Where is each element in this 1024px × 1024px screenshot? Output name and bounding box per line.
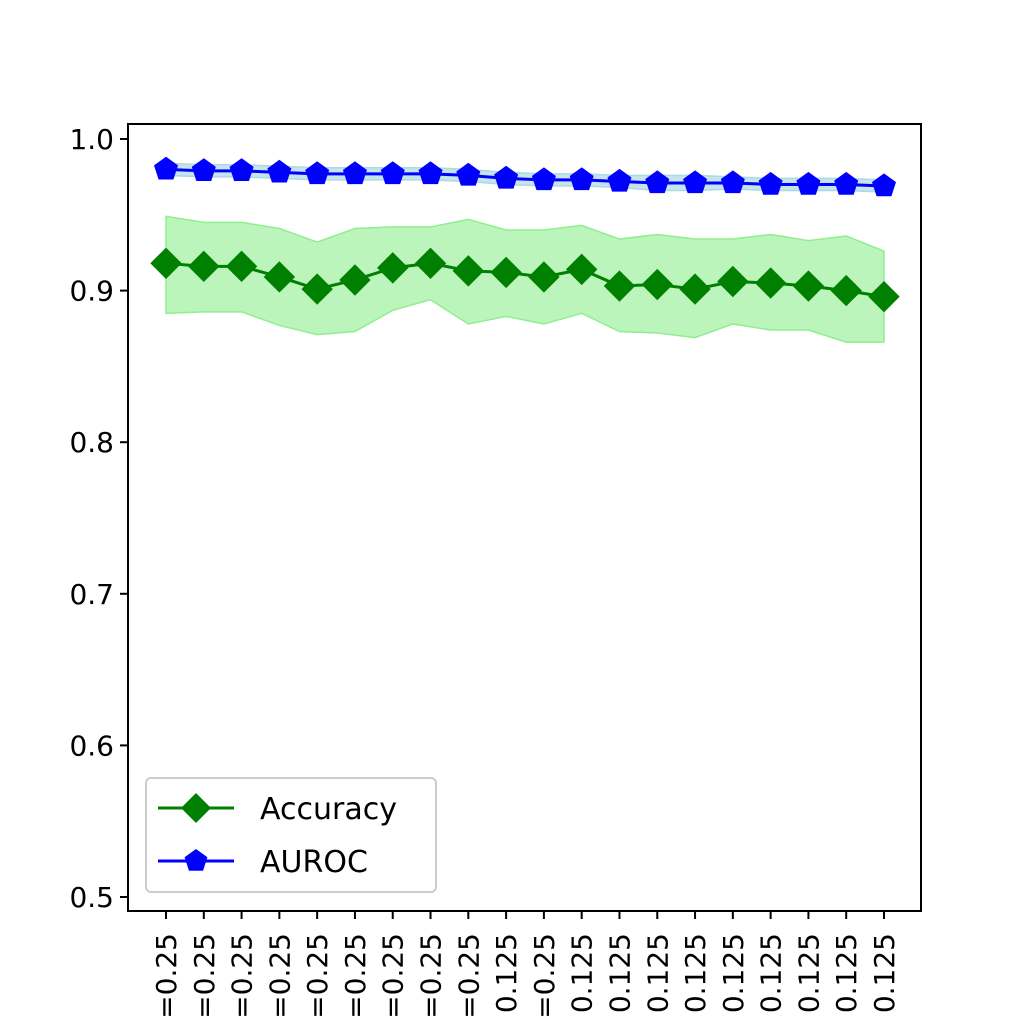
- x-tick-label: 0.125: [792, 933, 825, 1013]
- x-tick-label: =0.25: [188, 933, 221, 1019]
- legend-accuracy-label: Accuracy: [260, 792, 397, 827]
- auroc-marker: [153, 156, 179, 180]
- accuracy-marker: [528, 261, 560, 293]
- accuracy-marker: [754, 267, 787, 299]
- x-tick-label: 0.125: [755, 933, 788, 1013]
- y-tick-label: 0.8: [69, 426, 114, 459]
- accuracy-marker: [301, 273, 333, 305]
- accuracy-marker: [565, 253, 598, 286]
- accuracy-marker: [339, 264, 371, 296]
- x-tick-label: 0.125: [603, 933, 636, 1013]
- x-tick-label: =0.25: [150, 933, 183, 1019]
- series-markers: [150, 156, 900, 313]
- x-tick-label: =0.25: [452, 933, 485, 1019]
- auroc-marker: [380, 161, 405, 185]
- legend-accuracy-marker: [181, 793, 211, 823]
- accuracy-marker: [792, 270, 825, 302]
- accuracy-band: [165, 215, 885, 343]
- auroc-marker: [494, 165, 519, 189]
- x-tick-label: 0.125: [566, 933, 599, 1013]
- x-tick-label: =0.25: [377, 933, 410, 1019]
- legend-auroc-label: AUROC: [260, 845, 368, 880]
- auroc-marker: [456, 162, 481, 186]
- auroc-marker: [305, 161, 330, 185]
- auroc-marker: [758, 171, 783, 195]
- accuracy-marker: [603, 270, 636, 302]
- legend-auroc-marker: [184, 849, 208, 871]
- x-tick-label: 0.125: [490, 933, 523, 1013]
- auroc-marker: [569, 167, 594, 191]
- x-tick-label: =0.25: [301, 933, 334, 1019]
- x-tick-label: =0.25: [226, 933, 259, 1019]
- auroc-marker: [720, 170, 745, 194]
- x-tick-label: 0.125: [868, 933, 901, 1013]
- accuracy-marker: [225, 250, 258, 283]
- accuracy-marker: [414, 247, 447, 280]
- accuracy-marker: [679, 273, 711, 305]
- accuracy-marker: [188, 250, 220, 283]
- y-tick-label: 0.6: [69, 729, 114, 762]
- x-tick-label: =0.25: [339, 933, 372, 1019]
- y-tick-label: 0.5: [69, 881, 114, 914]
- auroc-marker: [871, 173, 897, 197]
- accuracy-marker: [490, 256, 522, 289]
- accuracy-marker: [641, 268, 673, 301]
- y-tick-label: 0.9: [69, 275, 114, 308]
- y-tick-label: 0.7: [69, 578, 114, 611]
- accuracy-marker: [263, 261, 296, 293]
- x-tick-label: 0.125: [717, 933, 750, 1013]
- y-axis: 0.5 0.6 0.7 0.8 0.9 1.0: [69, 123, 128, 914]
- x-tick-label: 0.125: [641, 933, 674, 1013]
- x-tick-label: =0.25: [415, 933, 448, 1019]
- accuracy-marker: [150, 247, 182, 280]
- auroc-marker: [645, 170, 670, 194]
- auroc-marker: [683, 170, 708, 194]
- accuracy-marker: [717, 265, 749, 298]
- auroc-marker: [267, 159, 292, 183]
- accuracy-marker: [452, 255, 485, 287]
- auroc-marker: [607, 168, 632, 192]
- x-axis: =0.25 =0.25 =0.25 =0.25 =0.25 =0.25 =0.25 =0.25…: [150, 911, 901, 1019]
- x-tick-label: 0.125: [830, 933, 863, 1013]
- plot-area-frame: [127, 123, 922, 912]
- accuracy-marker: [868, 280, 900, 313]
- accuracy-marker: [830, 274, 862, 307]
- accuracy-marker: [377, 252, 409, 284]
- x-tick-label: =0.25: [263, 933, 296, 1019]
- auroc-marker: [834, 171, 859, 195]
- auroc-marker: [796, 171, 821, 195]
- auroc-marker: [229, 158, 254, 182]
- auroc-marker: [342, 161, 367, 185]
- x-tick-label: =0.25: [528, 933, 561, 1019]
- auroc-marker: [531, 167, 556, 191]
- auroc-marker: [191, 158, 216, 182]
- x-tick-label: 0.125: [679, 933, 712, 1013]
- y-tick-label: 1.0: [69, 123, 114, 156]
- auroc-marker: [418, 161, 443, 185]
- legend: Accuracy AUROC: [145, 777, 437, 893]
